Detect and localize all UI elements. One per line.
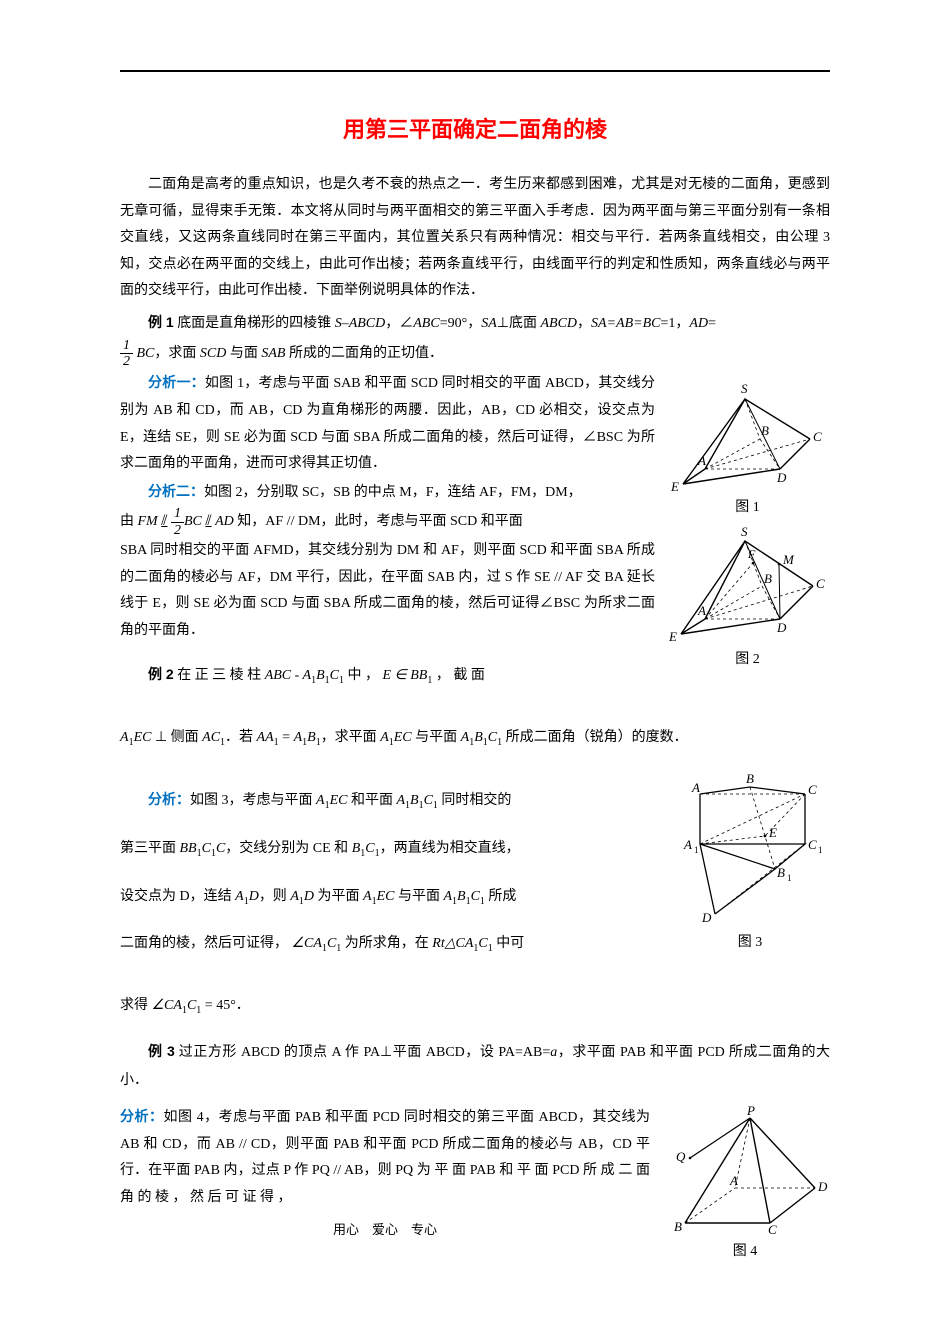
svg-text:A: A: [729, 1173, 738, 1188]
example3: 例 3 过正方形 ABCD 的顶点 A 作 PA⊥平面 ABCD，设 PA=AB…: [120, 1037, 830, 1095]
top-rule: [120, 70, 830, 72]
example2: 例 2 在 正 三 棱 柱 ABC - A1B1C1 中 ， E ∈ BB1 ，…: [120, 658, 655, 693]
analysis3-line1: 分析：如图 3，考虑与平面 A1EC 和平面 A1B1C1 同时相交的: [120, 783, 660, 818]
svg-text:A: A: [697, 603, 706, 618]
svg-text:B: B: [777, 865, 785, 880]
svg-text:F: F: [747, 547, 756, 561]
svg-text:C: C: [808, 837, 817, 852]
analysis2-line1: 分析二：如图 2，分别取 SC，SB 的中点 M，F，连结 AF，FM，DM，: [120, 478, 655, 507]
analysis2-rest: SBA 同时相交的平面 AFMD，其交线分别为 DM 和 AF，则平面 SCD …: [120, 538, 655, 644]
analysis4-label: 分析：: [120, 1108, 164, 1124]
svg-text:M: M: [782, 552, 795, 567]
example1-cont: 12 BC，求面 SCD 与面 SAB 所成的二面角的正切值．: [120, 338, 830, 370]
svg-text:B: B: [764, 571, 772, 586]
fraction-half: 12: [120, 338, 133, 370]
svg-text:B: B: [761, 423, 769, 438]
footer: 用心 爱心 专心: [120, 1219, 650, 1238]
fig2-caption: 图 2: [665, 648, 830, 668]
example2-label: 例 2: [148, 666, 174, 682]
svg-text:S: S: [741, 381, 748, 396]
figure-1: S B C A D E: [665, 369, 830, 494]
svg-text:D: D: [776, 470, 787, 485]
analysis2-label: 分析二：: [148, 483, 204, 499]
fig1-caption: 图 1: [665, 496, 830, 516]
page-title: 用第三平面确定二面角的棱: [120, 112, 830, 144]
analysis3-line5: 求得 ∠CA1C1 = 45°．: [120, 989, 830, 1023]
figure-4: P Q A D B C: [660, 1103, 830, 1238]
fig3-caption: 图 3: [670, 931, 830, 951]
svg-text:B: B: [674, 1219, 682, 1234]
fig4-caption: 图 4: [660, 1240, 830, 1260]
example1-label: 例 1: [148, 314, 174, 330]
figure-2: S M F B C A D E: [665, 516, 830, 646]
svg-text:D: D: [701, 910, 712, 925]
analysis1-label: 分析一：: [148, 374, 205, 390]
svg-text:A: A: [697, 453, 706, 468]
analysis3-line4: 二面角的棱，然后可证得， ∠CA1C1 为所求角，在 Rt△CA1C1 中可: [120, 927, 660, 961]
analysis3-label: 分析：: [148, 791, 190, 807]
figure-3: A B C A1 C1 B1 E D: [670, 769, 830, 929]
svg-text:C: C: [808, 782, 817, 797]
intro-paragraph: 二面角是高考的重点知识，也是久考不衰的热点之一．考生历来都感到困难，尤其是对无棱…: [120, 172, 830, 305]
analysis3-line2: 第三平面 BB1C1C，交线分别为 CE 和 B1C1，两直线为相交直线，: [120, 832, 660, 866]
svg-text:Q: Q: [676, 1149, 686, 1164]
svg-text:C: C: [816, 576, 825, 591]
svg-text:P: P: [746, 1103, 755, 1118]
example1: 例 1 底面是直角梯形的四棱锥 S–ABCD，∠ABC=90°，SA⊥底面 AB…: [120, 309, 830, 338]
svg-text:C: C: [813, 429, 822, 444]
example3-label: 例 3: [148, 1043, 175, 1059]
analysis1: 分析一：如图 1，考虑与平面 SAB 和平面 SCD 同时相交的平面 ABCD，…: [120, 369, 655, 477]
svg-text:D: D: [817, 1179, 828, 1194]
example2-cont: A1EC ⊥ 侧面 AC1．若 AA1 = A1B1，求平面 A1EC 与平面 …: [120, 721, 830, 755]
svg-text:D: D: [776, 620, 787, 635]
analysis4: 分析：如图 4，考虑与平面 PAB 和平面 PCD 同时相交的第三平面 ABCD…: [120, 1103, 650, 1211]
analysis3-line3: 设交点为 D，连结 A1D，则 A1D 为平面 A1EC 与平面 A1B1C1 …: [120, 880, 660, 914]
svg-text:S: S: [741, 524, 748, 539]
svg-text:B: B: [746, 771, 754, 786]
svg-text:C: C: [768, 1222, 777, 1237]
svg-text:E: E: [668, 629, 677, 644]
svg-text:E: E: [670, 479, 679, 494]
svg-text:E: E: [768, 825, 777, 840]
svg-text:1: 1: [818, 845, 823, 855]
svg-text:A: A: [691, 780, 700, 795]
svg-text:A: A: [683, 837, 692, 852]
svg-text:1: 1: [694, 845, 699, 855]
svg-text:1: 1: [787, 873, 792, 883]
analysis2-line2: 由 FM ⫽ 12BC ⫽ AD 知，AF // DM，此时，考虑与平面 SCD…: [120, 506, 655, 538]
